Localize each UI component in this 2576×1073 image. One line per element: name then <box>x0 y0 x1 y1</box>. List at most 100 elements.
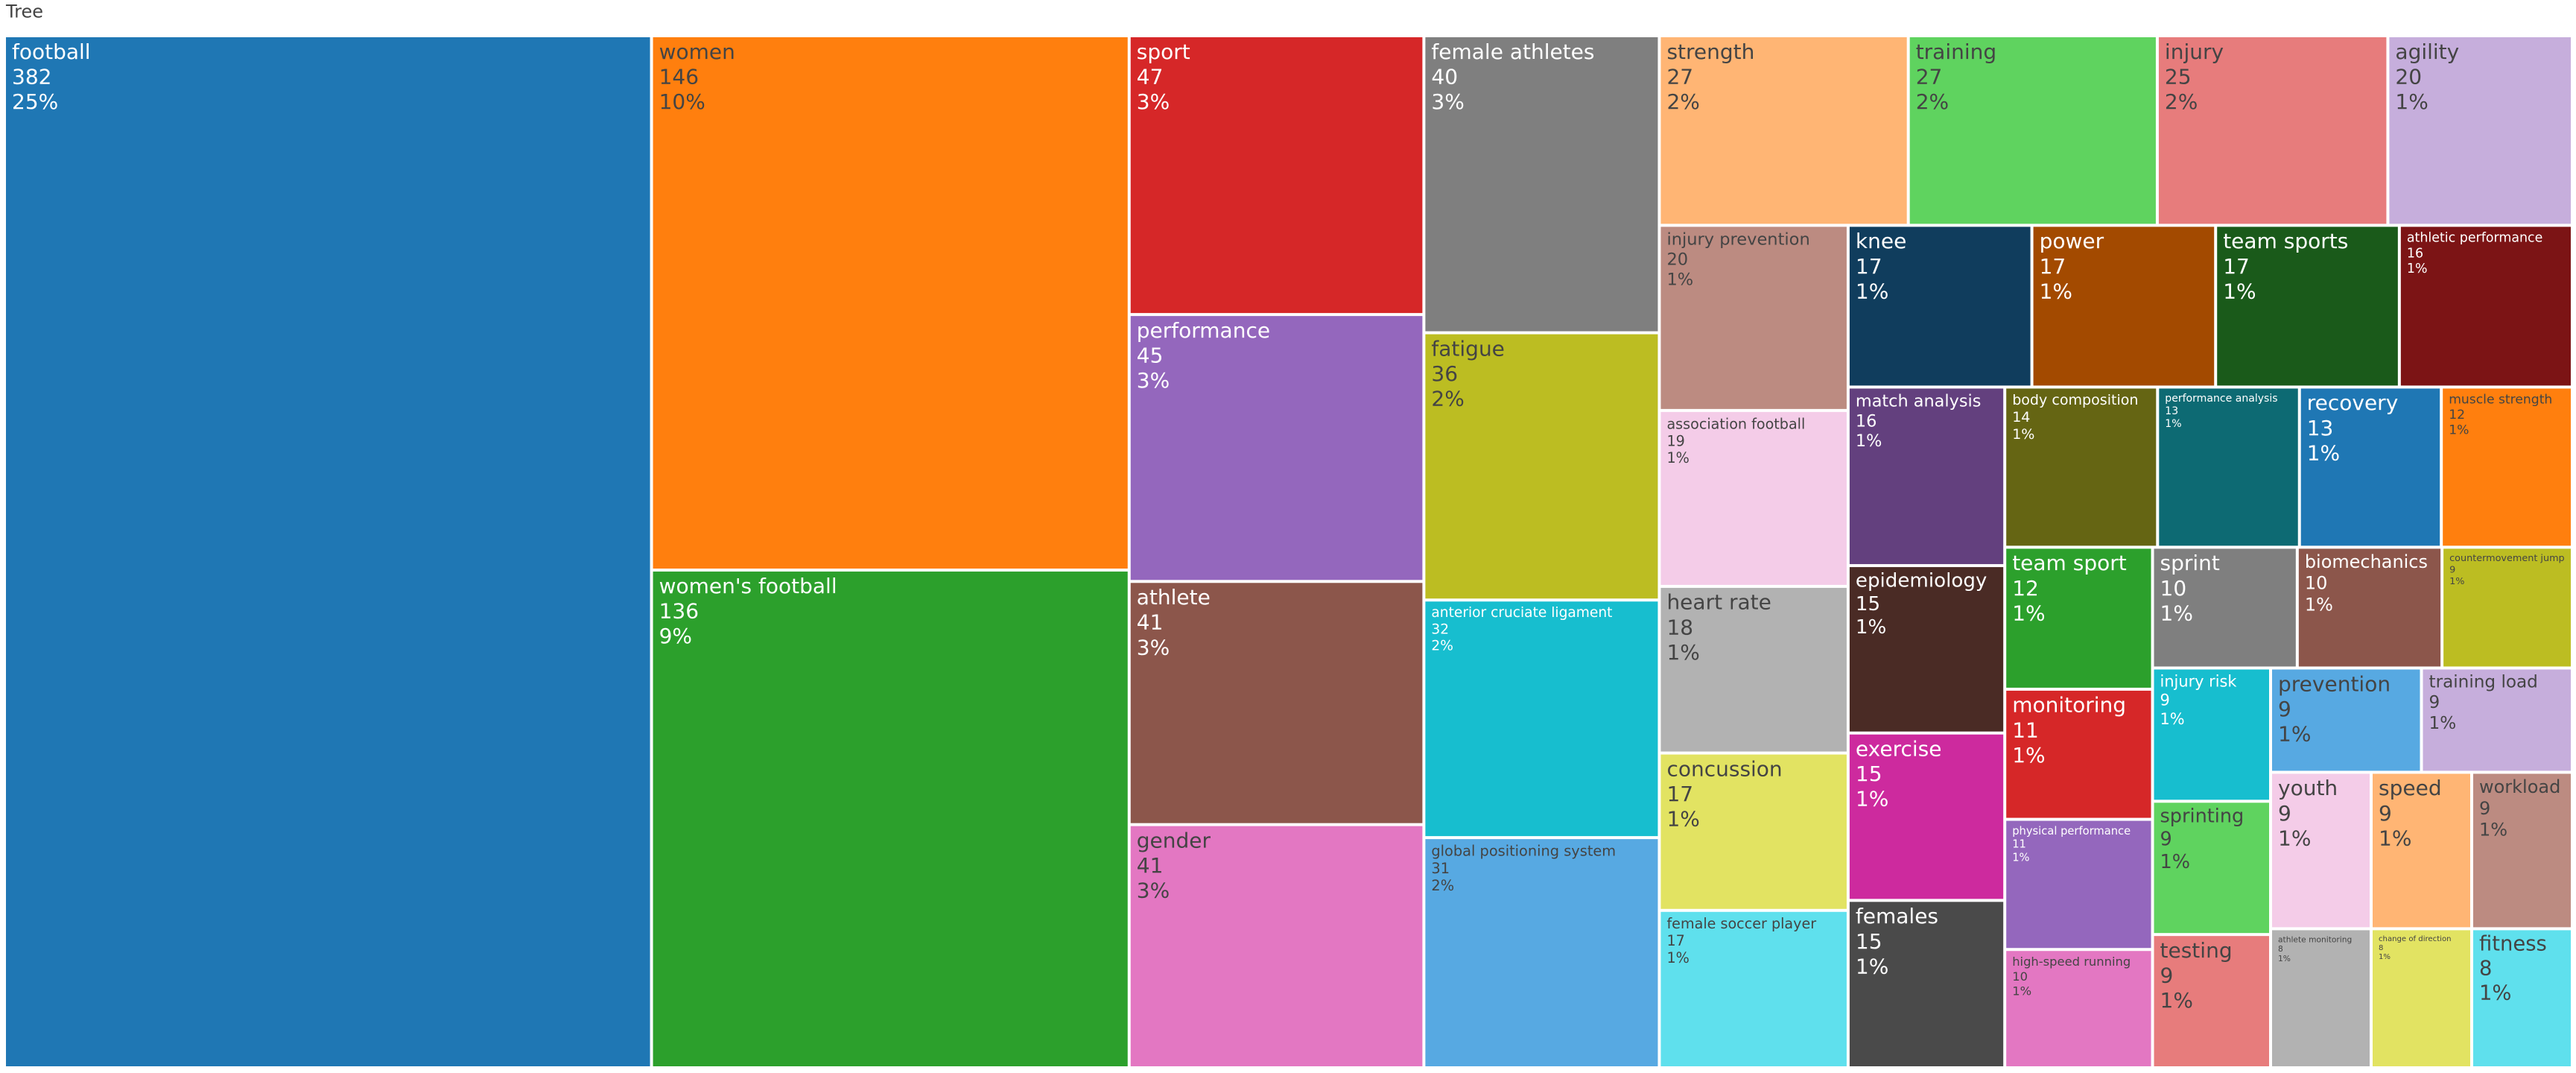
tile-rect <box>1660 911 1847 1066</box>
tile-rect <box>6 37 650 1066</box>
tile: training load 9 1% <box>2423 669 2571 771</box>
tile-label: knee <box>1856 229 1906 253</box>
tile-label: physical performance <box>2012 825 2131 838</box>
tile-label: anterior cruciate ligament <box>1431 605 1612 621</box>
tile-rect <box>2006 820 2151 949</box>
tile-label: athletic performance <box>2407 230 2542 245</box>
tile-value: 20 <box>2395 64 2422 89</box>
tile-value: 12 <box>2449 408 2465 422</box>
tile-rect <box>1660 411 1847 585</box>
tile-percent: 2% <box>1916 89 1949 114</box>
tile-value: 40 <box>1431 64 1458 89</box>
tile-value: 17 <box>2040 254 2066 279</box>
tile-rect <box>2272 669 2420 771</box>
tile-value: 11 <box>2012 718 2039 742</box>
tile-percent: 1% <box>2379 953 2391 961</box>
tile-label: strength <box>1666 39 1754 64</box>
tile-value: 9 <box>2449 565 2455 576</box>
tile-value: 32 <box>1431 621 1449 637</box>
tile-rect <box>2154 803 2270 934</box>
tile-rect <box>2154 669 2270 800</box>
tile-rect <box>1425 839 1658 1066</box>
tile-value: 9 <box>2479 798 2490 819</box>
tile-percent: 1% <box>1666 949 1689 966</box>
tile-value: 9 <box>2160 828 2172 850</box>
tile-value: 10 <box>2305 573 2327 594</box>
tile-rect <box>1425 334 1658 599</box>
tile-label: monitoring <box>2012 693 2126 718</box>
tile-percent: 1% <box>1856 431 1882 451</box>
tile-rect <box>1130 826 1423 1066</box>
tile-label: match analysis <box>1856 391 1981 411</box>
tile-value: 17 <box>1856 254 1882 279</box>
tile-rect <box>2154 548 2296 667</box>
tile-percent: 1% <box>2395 89 2428 114</box>
tile-percent: 2% <box>1431 639 1453 654</box>
tile-rect <box>2443 548 2571 667</box>
tile-label: recovery <box>2307 390 2399 415</box>
tile-percent: 3% <box>1137 879 1170 903</box>
tile-value: 382 <box>12 64 51 89</box>
tile-label: injury <box>2165 39 2224 64</box>
tile-label: team sport <box>2012 551 2127 575</box>
tile-label: countermovement jump <box>2449 553 2565 564</box>
tile-value: 41 <box>1137 853 1164 878</box>
tile-value: 19 <box>1666 432 1684 449</box>
tile-label: exercise <box>1856 737 1942 762</box>
tile-value: 45 <box>1137 344 1164 368</box>
tile-value: 9 <box>2160 691 2170 709</box>
tile-value: 13 <box>2307 416 2334 440</box>
tile-percent: 1% <box>2278 954 2291 963</box>
tile-rect <box>2300 388 2440 546</box>
tile-value: 12 <box>2012 576 2039 601</box>
tile-label: gender <box>1137 828 1211 852</box>
tile-label: women <box>659 39 735 64</box>
tile-rect <box>1425 601 1658 837</box>
tile-label: female soccer player <box>1666 915 1816 932</box>
tile-rect <box>1849 902 2004 1066</box>
tile-percent: 1% <box>2012 743 2045 767</box>
tile-value: 18 <box>1666 615 1693 639</box>
tile-label: testing <box>2160 938 2233 963</box>
tile-label: performance analysis <box>2165 393 2277 405</box>
tile-value: 15 <box>1856 762 1882 786</box>
tile-rect <box>2154 936 2270 1066</box>
tile-label: power <box>2040 229 2104 253</box>
tile-rect <box>2006 548 2151 688</box>
tile-percent: 1% <box>1856 787 1888 811</box>
tile-label: performance <box>1137 318 1270 343</box>
tile-label: football <box>12 39 91 64</box>
tile-percent: 1% <box>2305 595 2333 615</box>
tile-label: agility <box>2395 39 2459 64</box>
tile-value: 17 <box>1666 782 1693 806</box>
tile-percent: 1% <box>2307 440 2340 465</box>
